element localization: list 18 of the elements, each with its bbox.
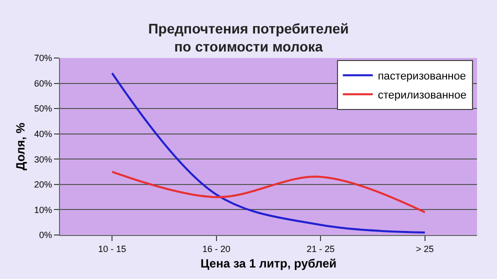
x-axis-title: Цена за 1 литр, рублей — [200, 256, 337, 271]
y-tick-label: 30% — [34, 154, 52, 164]
line-series — [111, 170, 426, 214]
legend-label: пастеризованное — [378, 70, 466, 83]
x-tick-label: 10 - 15 — [98, 244, 126, 254]
y-tick-label: 20% — [34, 180, 52, 190]
x-tick-label: 16 - 20 — [202, 244, 230, 254]
x-tick-label: > 25 — [416, 244, 434, 254]
x-tick-label: 21 - 25 — [306, 244, 335, 254]
y-tick-label: 60% — [34, 78, 52, 88]
y-tick-label: 40% — [34, 129, 52, 140]
y-axis-title: Доля, % — [13, 122, 28, 170]
legend-label: стерилизованное — [378, 90, 466, 102]
y-tick-label: 50% — [34, 104, 52, 114]
chart-title: Предпочтения потребителей по стоимости молока — [148, 20, 349, 55]
y-tick-label: 70% — [34, 53, 52, 64]
y-tick-label: 0% — [39, 230, 52, 240]
y-tick-label: 10% — [34, 204, 52, 215]
